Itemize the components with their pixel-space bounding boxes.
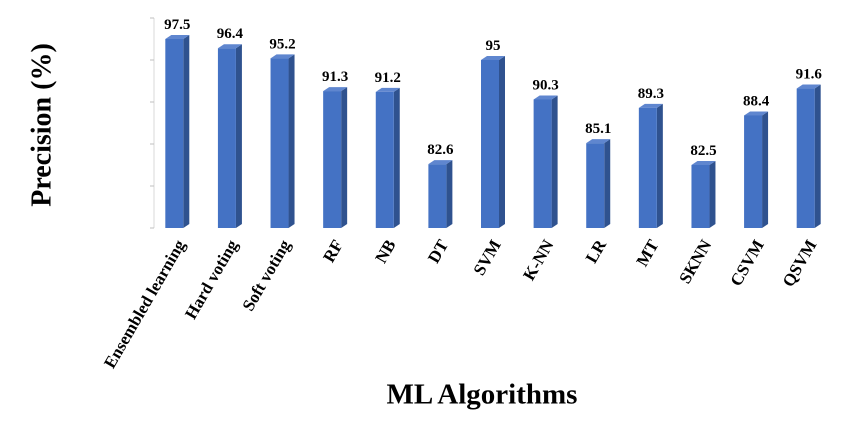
x-tick-label: QSVM xyxy=(779,236,821,290)
bar-top xyxy=(638,103,663,108)
bar-side xyxy=(183,35,190,228)
bar-top xyxy=(270,54,295,59)
value-label: 95.2 xyxy=(269,36,295,52)
bar-top xyxy=(586,139,611,144)
bar-side xyxy=(814,84,821,228)
bar xyxy=(586,143,605,228)
x-tick-label: K-NN xyxy=(519,236,558,284)
x-tick-label: SVM xyxy=(470,236,505,278)
bar-side xyxy=(235,44,242,228)
bar-side xyxy=(341,87,348,228)
value-label: 97.5 xyxy=(164,17,190,33)
bar-side xyxy=(288,54,295,228)
bar xyxy=(796,88,815,228)
bar-top xyxy=(375,87,400,92)
value-label: 95 xyxy=(486,38,501,54)
value-label: 91.6 xyxy=(796,67,823,83)
bar-side xyxy=(499,56,505,228)
value-label: 85.1 xyxy=(585,121,611,137)
x-tick-label: LR xyxy=(582,236,611,267)
bar-side xyxy=(551,95,558,228)
value-label: 89.3 xyxy=(638,86,664,102)
bar-top xyxy=(217,44,242,49)
bar-top xyxy=(691,161,716,165)
bar-side xyxy=(656,103,663,228)
bar-top xyxy=(165,35,190,39)
bar-top xyxy=(796,84,821,89)
x-tick-label: RF xyxy=(319,236,347,265)
bar xyxy=(323,91,342,228)
x-tick-label: DT xyxy=(424,236,453,267)
bar-top xyxy=(533,95,558,100)
bar xyxy=(481,60,499,228)
value-label: 88.4 xyxy=(743,93,770,109)
bar-top xyxy=(428,160,453,165)
value-label: 91.3 xyxy=(322,69,348,85)
bar-side xyxy=(446,160,453,228)
bar-side xyxy=(604,139,611,228)
x-tick-label: SKNN xyxy=(675,236,715,287)
x-tick-label: MT xyxy=(633,236,663,270)
value-label: 90.3 xyxy=(532,77,558,93)
value-label: 96.4 xyxy=(217,26,244,42)
bar xyxy=(533,99,552,228)
bar-top xyxy=(323,87,348,92)
bar-side xyxy=(709,161,716,228)
bar-side xyxy=(393,87,400,228)
bar xyxy=(217,48,236,228)
bar xyxy=(428,164,447,228)
bar xyxy=(375,91,394,228)
x-tick-label: Soft voting xyxy=(238,236,294,314)
value-label: 82.5 xyxy=(690,143,716,159)
x-tick-label: NB xyxy=(371,236,399,266)
bar-side xyxy=(762,111,769,228)
y-axis-title: Precision (%) xyxy=(26,43,57,207)
bar xyxy=(165,39,184,228)
bar xyxy=(638,107,657,228)
bar-top xyxy=(481,56,505,60)
x-tick-label: CSVM xyxy=(726,236,767,289)
value-label: 82.6 xyxy=(427,142,454,158)
x-tick-label: Hard voting xyxy=(181,236,242,322)
bar xyxy=(691,165,710,228)
x-axis-title: ML Algorithms xyxy=(387,379,578,411)
bar xyxy=(744,115,763,228)
bar-top xyxy=(744,111,769,116)
x-tick-label: Ensembled learning xyxy=(100,236,189,371)
value-label: 91.2 xyxy=(375,70,401,86)
bar xyxy=(270,58,289,228)
